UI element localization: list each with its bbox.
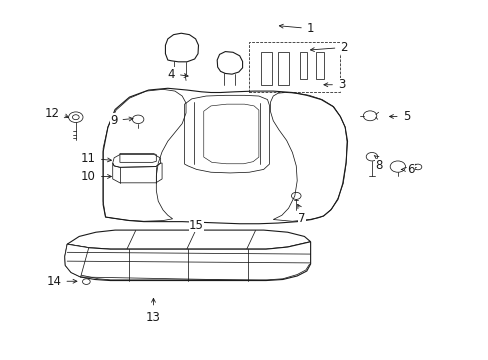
Text: 1: 1 [306,22,314,35]
Text: 4: 4 [167,68,175,81]
Text: 7: 7 [298,212,305,225]
Text: 9: 9 [110,113,117,126]
Text: 8: 8 [374,159,382,172]
Text: 6: 6 [407,163,414,176]
Text: 12: 12 [45,107,60,120]
Polygon shape [64,244,89,277]
Polygon shape [64,242,310,280]
Text: 10: 10 [81,170,96,183]
Text: 15: 15 [189,219,203,232]
Text: 2: 2 [340,41,347,54]
Text: 13: 13 [146,311,161,324]
Polygon shape [67,230,310,249]
Text: 14: 14 [46,275,61,288]
Text: 3: 3 [337,78,345,91]
Text: 5: 5 [402,110,409,123]
Text: 11: 11 [81,152,96,165]
